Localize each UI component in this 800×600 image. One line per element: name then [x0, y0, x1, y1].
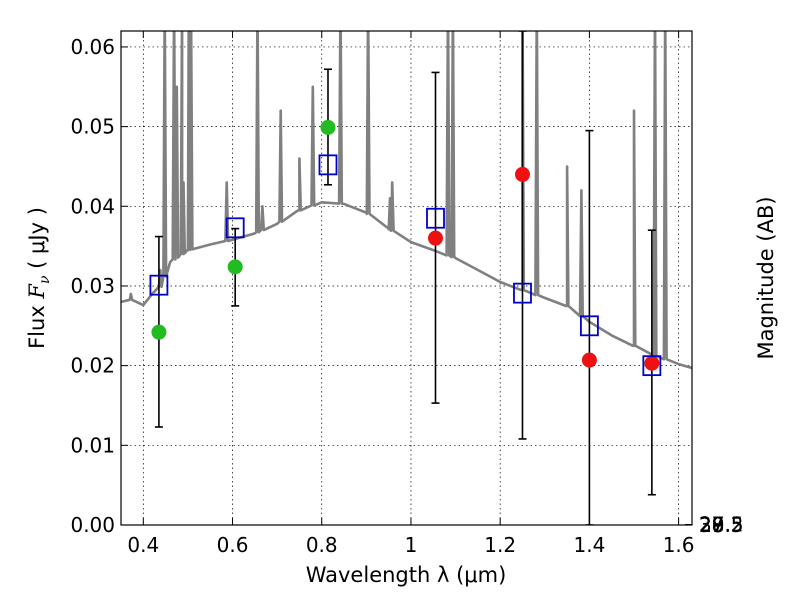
green-data-point — [320, 119, 336, 135]
y-tick-label: 0.00 — [70, 513, 115, 537]
red-data-point — [427, 230, 443, 246]
y-tick-label: 0.05 — [70, 115, 115, 139]
x-tick-label: 0.6 — [217, 533, 249, 557]
model-photometry-square — [579, 315, 599, 337]
y2-tick-label: 28.5 — [699, 513, 744, 537]
ticks: 0.4 0.6 0.8 1 1.2 1.4 1.6 0.00 0.01 0.02 0.03 0.04 0… — [70, 31, 744, 557]
y2-tick-label: 28 — [699, 513, 724, 537]
model-photometry-square — [149, 274, 169, 296]
model-photometry-square — [426, 207, 445, 229]
x-tick-label: 1.2 — [484, 533, 516, 557]
y2-tick-label: 30 — [699, 513, 724, 537]
model-photometry-square — [225, 217, 245, 239]
plot-background — [121, 31, 692, 525]
green-data-point — [151, 324, 167, 340]
model-photometry-square — [642, 355, 662, 377]
x-axis-label: Wavelength λ (μm) — [306, 563, 507, 587]
y-axis-label: Flux Fν ( μJy ) — [25, 207, 53, 349]
y2-tick-label: 29 — [699, 513, 724, 537]
y-tick-label: 0.01 — [70, 433, 115, 457]
model-photometry-square — [318, 154, 338, 176]
x-tick-label: 1 — [405, 533, 418, 557]
grid — [121, 31, 692, 525]
y-axis-label-subscript: ν — [37, 275, 53, 284]
y2-tick-label: 27 — [699, 513, 724, 537]
plot-area — [121, 31, 692, 525]
model-photometry-square — [513, 282, 532, 304]
x-tick-label: 0.4 — [127, 533, 159, 557]
y-axis-label-symbol: F — [25, 283, 49, 300]
red-data-point — [514, 166, 530, 182]
green-data-point — [227, 259, 243, 275]
y-axis-label-flux: Flux — [25, 299, 49, 349]
y-tick-label: 0.03 — [70, 274, 115, 298]
y2-axis-label: Magnitude (AB) — [754, 196, 778, 359]
y-tick-label: 0.06 — [70, 35, 115, 59]
y-tick-label: 0.04 — [70, 194, 115, 218]
x-tick-label: 1.4 — [573, 533, 605, 557]
x-tick-label: 1.6 — [663, 533, 695, 557]
x-tick-label: 0.8 — [306, 533, 338, 557]
red-data-point — [644, 355, 660, 371]
red-data-point — [581, 352, 597, 368]
y2-tick-label: 27.5 — [699, 513, 744, 537]
plot-frame — [120, 30, 693, 526]
y-axis-label-unit: ( μJy ) — [25, 207, 49, 275]
y-tick-label: 0.02 — [70, 354, 115, 378]
y2-tick-label: 27.2 — [699, 513, 744, 537]
model-spectrum-line — [121, 31, 692, 370]
